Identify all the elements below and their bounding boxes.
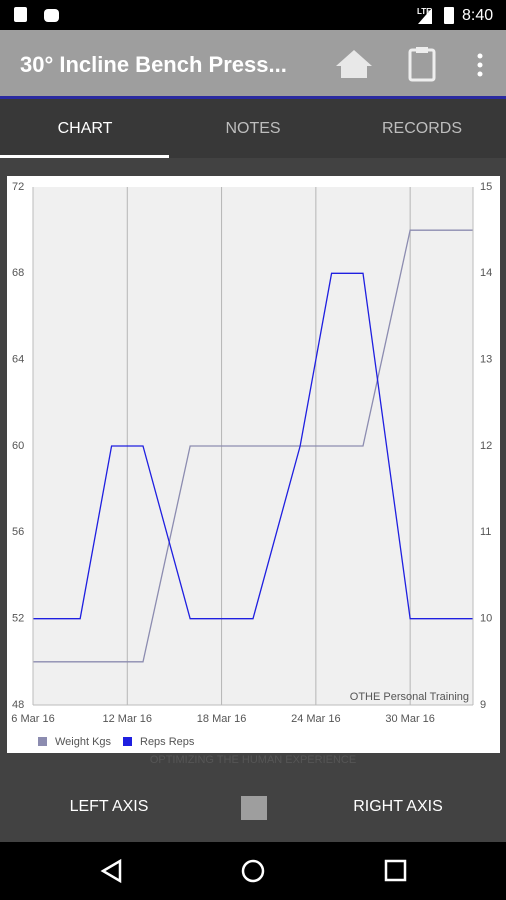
y2-tick-label: 15 [480, 181, 492, 193]
y-tick-label: 48 [12, 699, 24, 711]
recents-button[interactable] [384, 859, 407, 882]
y2-tick-label: 13 [480, 354, 492, 366]
tab[interactable]: CHART [58, 120, 113, 137]
background-text: OPTIMIZING THE HUMAN EXPERIENCE [150, 754, 356, 766]
home-nav-button[interactable] [241, 859, 265, 883]
toolbar-title: 30° Incline Bench Press... [20, 52, 287, 77]
calendar-button[interactable] [241, 796, 267, 820]
series-line [33, 272, 473, 620]
menu-dot [477, 71, 483, 77]
clipboard-button[interactable] [408, 47, 436, 82]
toolbar-divider [0, 96, 506, 99]
android-icon [44, 9, 59, 22]
signal-icon [418, 8, 432, 24]
status-bar [0, 0, 506, 30]
y2-tick-label: 14 [480, 267, 492, 279]
y2-tick-label: 10 [480, 613, 492, 625]
y-tick-label: 64 [12, 354, 24, 366]
menu-dot [477, 62, 483, 68]
clock: 8:40 [462, 7, 493, 24]
nav-bar [0, 842, 506, 900]
home-icon-roof [336, 50, 372, 66]
network-type: LTE [417, 7, 432, 16]
x-tick-label: 18 Mar 16 [197, 713, 247, 725]
menu-dot [477, 53, 483, 59]
y-tick-label: 52 [12, 613, 24, 625]
legend-label: Weight Kgs [55, 736, 112, 748]
tab-indicator [0, 155, 169, 158]
y2-tick-label: 9 [480, 699, 486, 711]
y2-tick-label: 11 [480, 526, 491, 538]
notification-icon [14, 7, 27, 22]
overflow-menu[interactable] [477, 53, 483, 77]
legend-label: Reps Reps [140, 736, 195, 748]
y2-tick-label: 12 [480, 440, 492, 452]
y-tick-label: 56 [12, 526, 24, 538]
back-button[interactable] [100, 858, 122, 884]
tab[interactable]: NOTES [225, 120, 280, 137]
battery-icon [444, 7, 454, 24]
legend-swatch [38, 737, 47, 746]
tab[interactable]: RECORDS [382, 120, 462, 137]
x-tick-label: 30 Mar 16 [385, 713, 435, 725]
y-tick-label: 68 [12, 267, 24, 279]
home-icon-body [341, 66, 367, 78]
series-line [33, 229, 473, 663]
left-axis-button[interactable]: LEFT AXIS [70, 798, 149, 815]
right-axis-button[interactable]: RIGHT AXIS [353, 798, 443, 815]
home-button[interactable] [336, 50, 372, 78]
clipboard-clip [416, 47, 428, 53]
tab-bar [0, 99, 506, 158]
toolbar [0, 30, 506, 97]
calendar-icon [241, 796, 267, 820]
x-tick-label: 6 Mar 16 [11, 713, 54, 725]
y-tick-label: 60 [12, 440, 24, 452]
y-tick-label: 72 [12, 181, 24, 193]
legend-swatch [123, 737, 132, 746]
x-tick-label: 12 Mar 16 [103, 713, 153, 725]
watermark: OTHE Personal Training [350, 691, 469, 703]
x-tick-label: 24 Mar 16 [291, 713, 341, 725]
